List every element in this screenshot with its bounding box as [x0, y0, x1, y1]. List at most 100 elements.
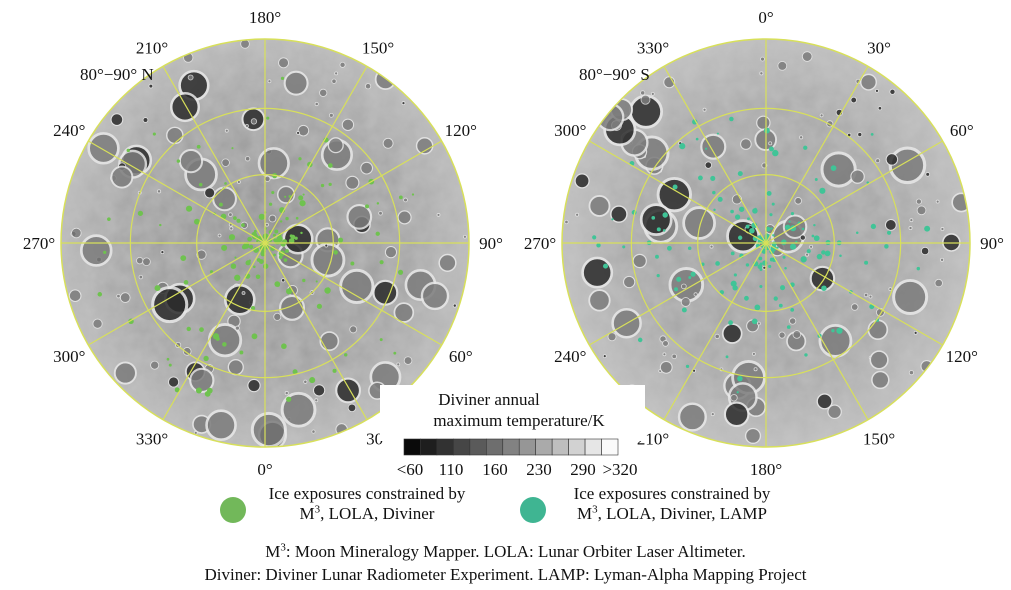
colorbar-swatch	[518, 438, 536, 456]
ice-exposure-dot	[365, 204, 370, 209]
south-graticule	[562, 39, 970, 447]
ice-exposure-dot	[687, 246, 692, 250]
ice-exposure-dot	[159, 223, 162, 227]
crater	[247, 378, 261, 393]
crater	[360, 161, 374, 175]
crater	[885, 153, 899, 166]
footnote-line2: Diviner: Diviner Lunar Radiometer Experi…	[204, 565, 807, 584]
ice-exposure-dot	[763, 127, 770, 134]
ice-exposure-dot	[715, 261, 720, 266]
crater	[328, 112, 334, 118]
crater	[730, 394, 738, 402]
ice-exposure-dot	[780, 285, 786, 291]
temperature-colorbar: Diviner annual maximum temperature/K <60…	[380, 385, 645, 479]
ice-exposure-dot	[320, 183, 325, 188]
ice-exposure-dot	[666, 245, 672, 251]
ice-exposure-dot	[309, 377, 316, 384]
ice-exposure-dot	[728, 320, 733, 326]
crater	[884, 219, 897, 231]
ice-exposure-dot	[884, 244, 889, 249]
crater	[87, 132, 120, 165]
ice-exposure-dot	[166, 357, 170, 361]
crater	[709, 244, 714, 249]
meridian-line	[264, 242, 442, 346]
crater	[915, 198, 922, 205]
crater	[341, 118, 355, 131]
crater	[268, 214, 277, 223]
longitude-label: 120°	[445, 121, 477, 140]
ice-exposure-dot	[754, 207, 757, 210]
crater	[908, 226, 913, 231]
crater	[850, 169, 865, 184]
ice-exposure-dot	[274, 229, 279, 234]
ice-exposure-dot	[816, 253, 823, 260]
ice-exposure-dot	[397, 269, 404, 275]
ice-exposure-dot	[747, 217, 750, 221]
ice-exposure-dot	[285, 216, 289, 221]
crater	[284, 391, 289, 396]
ice-exposure-dot	[344, 353, 348, 357]
crater	[640, 90, 646, 96]
ice-exposure-dot	[271, 190, 275, 195]
ice-exposure-dot	[676, 276, 682, 282]
south-map-title: 80°−90° S	[579, 65, 650, 84]
ice-exposure-dot	[790, 308, 795, 312]
ice-exposure-dot	[234, 274, 241, 281]
ice-exposure-dot	[375, 231, 380, 236]
crater	[278, 294, 306, 321]
longitude-label: 270°	[524, 234, 556, 253]
ice-exposure-dot	[761, 248, 767, 254]
ice-exposure-dot	[398, 195, 403, 200]
crater	[278, 57, 290, 69]
crater	[393, 302, 415, 323]
crater	[789, 317, 797, 325]
ice-exposure-dot	[299, 200, 306, 207]
ice-exposure-dot	[328, 182, 332, 187]
crater	[659, 360, 673, 374]
ice-exposure-dot	[695, 137, 699, 141]
longitude-label: 150°	[362, 38, 394, 57]
legend-swatch-teal	[520, 497, 546, 523]
ice-exposure-dot	[247, 236, 252, 242]
crater	[871, 370, 890, 390]
crater	[156, 189, 162, 194]
crater	[934, 278, 943, 288]
crater	[347, 403, 357, 413]
ice-exposure-dot	[152, 132, 156, 136]
crater	[799, 234, 806, 241]
ice-exposure-dot	[602, 263, 609, 269]
ice-exposure-dot	[736, 391, 739, 394]
ice-exposure-dot	[248, 244, 254, 249]
crater	[250, 411, 287, 447]
crater	[189, 367, 215, 394]
crater	[327, 137, 344, 154]
ice-exposure-dot	[788, 220, 791, 223]
ice-exposure-dot	[186, 326, 191, 332]
crater	[92, 318, 103, 329]
crater	[702, 107, 707, 112]
longitude-label: 90°	[980, 234, 1004, 253]
longitude-label: 0°	[257, 460, 272, 479]
crater	[588, 195, 611, 217]
crater	[596, 102, 625, 132]
ice-exposure-dot	[819, 187, 826, 194]
ice-exposure-dot	[870, 223, 877, 230]
ice-exposure-dot	[332, 368, 337, 373]
crater	[877, 106, 883, 111]
ice-exposure-dot	[176, 159, 181, 163]
ice-exposure-dot	[770, 227, 773, 230]
crater	[382, 137, 394, 149]
crater	[212, 186, 237, 212]
colorbar-swatch	[436, 438, 454, 456]
ice-exposure-dot	[771, 202, 775, 206]
colorbar-swatches	[403, 438, 619, 456]
ice-exposure-dot	[772, 149, 779, 157]
ice-exposure-dot	[592, 235, 597, 240]
ice-exposure-dot	[662, 229, 666, 232]
ice-exposure-dot	[288, 194, 292, 198]
crater	[229, 226, 234, 231]
crater	[940, 257, 945, 262]
crater	[753, 367, 758, 372]
meridian-line	[88, 242, 266, 346]
ice-exposure-dot	[300, 231, 303, 235]
